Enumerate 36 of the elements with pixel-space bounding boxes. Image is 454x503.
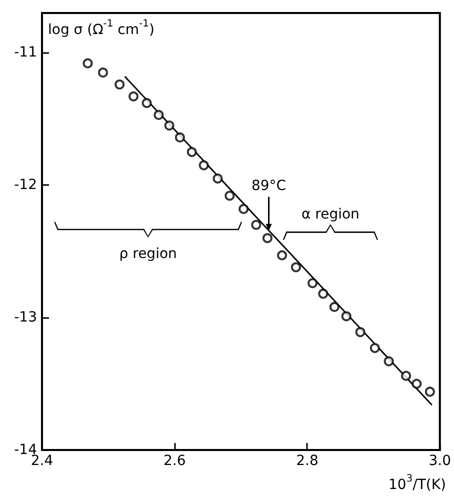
point	[341, 311, 352, 322]
annotation: ρ region	[119, 246, 177, 262]
point	[401, 370, 412, 381]
point	[128, 91, 139, 102]
point	[142, 98, 152, 108]
annotation: 89°C	[251, 178, 286, 194]
point	[174, 132, 185, 142]
point	[238, 204, 249, 214]
point	[384, 356, 394, 366]
point	[224, 190, 235, 201]
point	[198, 160, 209, 170]
point	[186, 147, 197, 158]
point	[318, 288, 328, 299]
point	[355, 327, 366, 338]
y-tick-label: -11	[14, 44, 37, 61]
point	[412, 378, 422, 389]
y-tick-label: -12	[14, 177, 37, 194]
point	[212, 174, 223, 184]
point	[277, 250, 288, 260]
point	[329, 302, 340, 312]
annotation: α region	[301, 206, 360, 222]
point	[154, 110, 164, 120]
x-tick-label: 2.6	[163, 453, 186, 469]
point	[370, 343, 380, 354]
point	[114, 80, 125, 90]
x-tick-label: 3.0	[428, 453, 451, 469]
point	[251, 220, 262, 230]
y-tick-label: -13	[14, 310, 37, 326]
point	[164, 120, 174, 131]
point	[262, 233, 272, 244]
point	[424, 386, 435, 397]
point	[82, 58, 93, 68]
x-tick-label: 2.8	[296, 453, 318, 469]
point	[290, 262, 301, 272]
point	[308, 278, 318, 288]
point	[98, 68, 108, 78]
